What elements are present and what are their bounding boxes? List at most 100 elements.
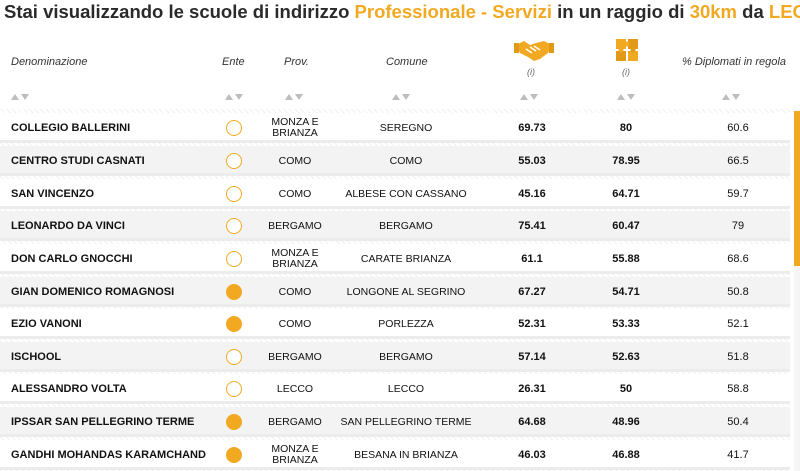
prov-cell: MONZA E BRIANZA [271, 116, 319, 139]
table-row[interactable]: COLLEGIO BALLERINI MONZA E BRIANZA SEREGNO… [0, 113, 790, 143]
comune-cell: PORLEZZA [378, 318, 434, 330]
diplomati-cell: 68.6 [727, 253, 749, 265]
filled-circle-icon [226, 316, 242, 332]
diplomati-cell: 41.7 [727, 449, 749, 461]
scrollbar-track[interactable] [794, 109, 800, 471]
index1-cell: 26.31 [518, 383, 546, 395]
puzzle-icon[interactable] [612, 35, 642, 65]
comune-cell: SEREGNO [379, 122, 433, 134]
comune-cell: SAN PELLEGRINO TERME [340, 416, 472, 428]
index1-cell: 57.14 [518, 351, 546, 363]
diplomati-cell: 52.1 [727, 318, 749, 330]
school-name[interactable]: CENTRO STUDI CASNATI [11, 155, 145, 167]
table-row[interactable]: GANDHI MOHANDAS KARAMCHAND MONZA E BRIANZ… [0, 440, 790, 470]
ente-cell [222, 407, 246, 437]
school-name[interactable]: ALESSANDRO VOLTA [11, 383, 127, 395]
info-icon[interactable]: (i) [622, 67, 630, 77]
index2-cell: 53.33 [612, 318, 640, 330]
index1-cell: 55.03 [518, 155, 546, 167]
index2-cell: 55.88 [612, 253, 640, 265]
school-name[interactable]: ISCHOOL [11, 351, 62, 363]
table-row[interactable]: ALESSANDRO VOLTA LECCO LECCO 26.31 50 58.8 [0, 374, 790, 404]
comune-cell: CARATE BRIANZA [360, 253, 452, 265]
comune-cell: COMO [389, 155, 423, 167]
index2-cell: 80 [619, 122, 633, 134]
diplomati-cell: 50.8 [727, 286, 749, 298]
prov-cell: LECCO [276, 382, 314, 395]
ente-cell [222, 342, 246, 372]
school-name[interactable]: EZIO VANONI [11, 318, 82, 330]
school-name[interactable]: IPSSAR SAN PELLEGRINO TERME [11, 416, 195, 428]
filled-circle-icon [226, 284, 242, 300]
diplomati-cell: 51.8 [727, 351, 749, 363]
scrollbar-thumb[interactable] [794, 111, 800, 266]
index1-cell: 75.41 [518, 220, 546, 232]
empty-circle-icon [226, 120, 242, 136]
prov-cell: COMO [278, 317, 312, 330]
ente-cell [222, 113, 246, 143]
table-header: Denominazione Ente Prov. Comune (i) (i) … [0, 30, 800, 105]
diplomati-cell: 79 [731, 220, 745, 232]
index2-cell: 54.71 [612, 286, 640, 298]
table-row[interactable]: IPSSAR SAN PELLEGRINO TERME BERGAMO SAN PE… [0, 407, 790, 437]
sort-comune[interactable] [392, 87, 412, 105]
diplomati-cell: 50.4 [727, 416, 749, 428]
table-row[interactable]: CENTRO STUDI CASNATI COMO COMO 55.03 78.95 66… [0, 146, 790, 176]
col-ente[interactable]: Ente [222, 56, 245, 68]
sort-icon2[interactable] [617, 87, 637, 105]
school-name[interactable]: SAN VINCENZO [11, 188, 95, 200]
diplomati-cell: 58.8 [727, 383, 749, 395]
empty-circle-icon [226, 251, 242, 267]
prov-cell: MONZA E BRIANZA [271, 247, 319, 270]
col-prov[interactable]: Prov. [284, 56, 309, 68]
col-diplomati[interactable]: % Diplomati in regola [682, 56, 786, 68]
index2-cell: 52.63 [612, 351, 640, 363]
index1-cell: 52.31 [518, 318, 546, 330]
prov-cell: MONZA E BRIANZA [271, 443, 319, 466]
table-row[interactable]: DON CARLO GNOCCHI MONZA E BRIANZA CARATE B… [0, 244, 790, 274]
comune-cell: LONGONE AL SEGRINO [346, 286, 466, 298]
title-indirizzo: Professionale - Servizi [354, 1, 552, 22]
index1-cell: 69.73 [518, 122, 546, 134]
col-comune[interactable]: Comune [386, 56, 428, 68]
ente-cell [222, 179, 246, 209]
diplomati-cell: 66.5 [727, 155, 749, 167]
school-name[interactable]: DON CARLO GNOCCHI [11, 253, 133, 265]
table-row[interactable]: SAN VINCENZO COMO ALBESE CON CASSANO 45.16 6… [0, 179, 790, 209]
index2-cell: 50 [619, 383, 633, 395]
sort-ente[interactable] [225, 87, 245, 105]
ente-cell [222, 211, 246, 241]
sort-prov[interactable] [285, 87, 305, 105]
comune-cell: LECCO [387, 383, 425, 395]
title-raggio: 30km [689, 1, 738, 22]
prov-cell: BERGAMO [268, 415, 322, 428]
page-title: Stai visualizzando le scuole di indirizz… [4, 1, 800, 27]
title-mid: in un raggio di [551, 1, 690, 22]
prov-cell: BERGAMO [268, 219, 322, 232]
handshake-icon[interactable] [514, 35, 554, 65]
sort-denominazione[interactable] [11, 87, 31, 105]
title-da: da [737, 1, 769, 22]
school-name[interactable]: LEONARDO DA VINCI [11, 220, 125, 232]
sort-icon1[interactable] [520, 87, 540, 105]
comune-cell: BESANA IN BRIANZA [354, 449, 458, 461]
title-citta: LECCO [768, 1, 800, 22]
index2-cell: 48.96 [612, 416, 640, 428]
table-row[interactable]: GIAN DOMENICO ROMAGNOSI COMO LONGONE AL SE… [0, 277, 790, 307]
index1-cell: 64.68 [518, 416, 546, 428]
index1-cell: 46.03 [518, 449, 546, 461]
index1-cell: 61.1 [521, 253, 543, 265]
index1-cell: 67.27 [518, 286, 546, 298]
table-row[interactable]: ISCHOOL BERGAMO BERGAMO 57.14 52.63 51.8 [0, 342, 790, 372]
school-name[interactable]: GIAN DOMENICO ROMAGNOSI [11, 286, 175, 298]
sort-diplomati[interactable] [722, 87, 742, 105]
index1-cell: 45.16 [518, 188, 546, 200]
school-name[interactable]: GANDHI MOHANDAS KARAMCHAND [11, 449, 206, 461]
school-name[interactable]: COLLEGIO BALLERINI [11, 122, 131, 134]
index2-cell: 78.95 [612, 155, 640, 167]
col-denominazione[interactable]: Denominazione [11, 56, 88, 68]
table-row[interactable]: EZIO VANONI COMO PORLEZZA 52.31 53.33 52.1 [0, 309, 790, 339]
info-icon[interactable]: (i) [527, 67, 535, 77]
table-row[interactable]: LEONARDO DA VINCI BERGAMO BERGAMO 75.41 60.4… [0, 211, 790, 241]
comune-cell: ALBESE CON CASSANO [345, 188, 467, 200]
